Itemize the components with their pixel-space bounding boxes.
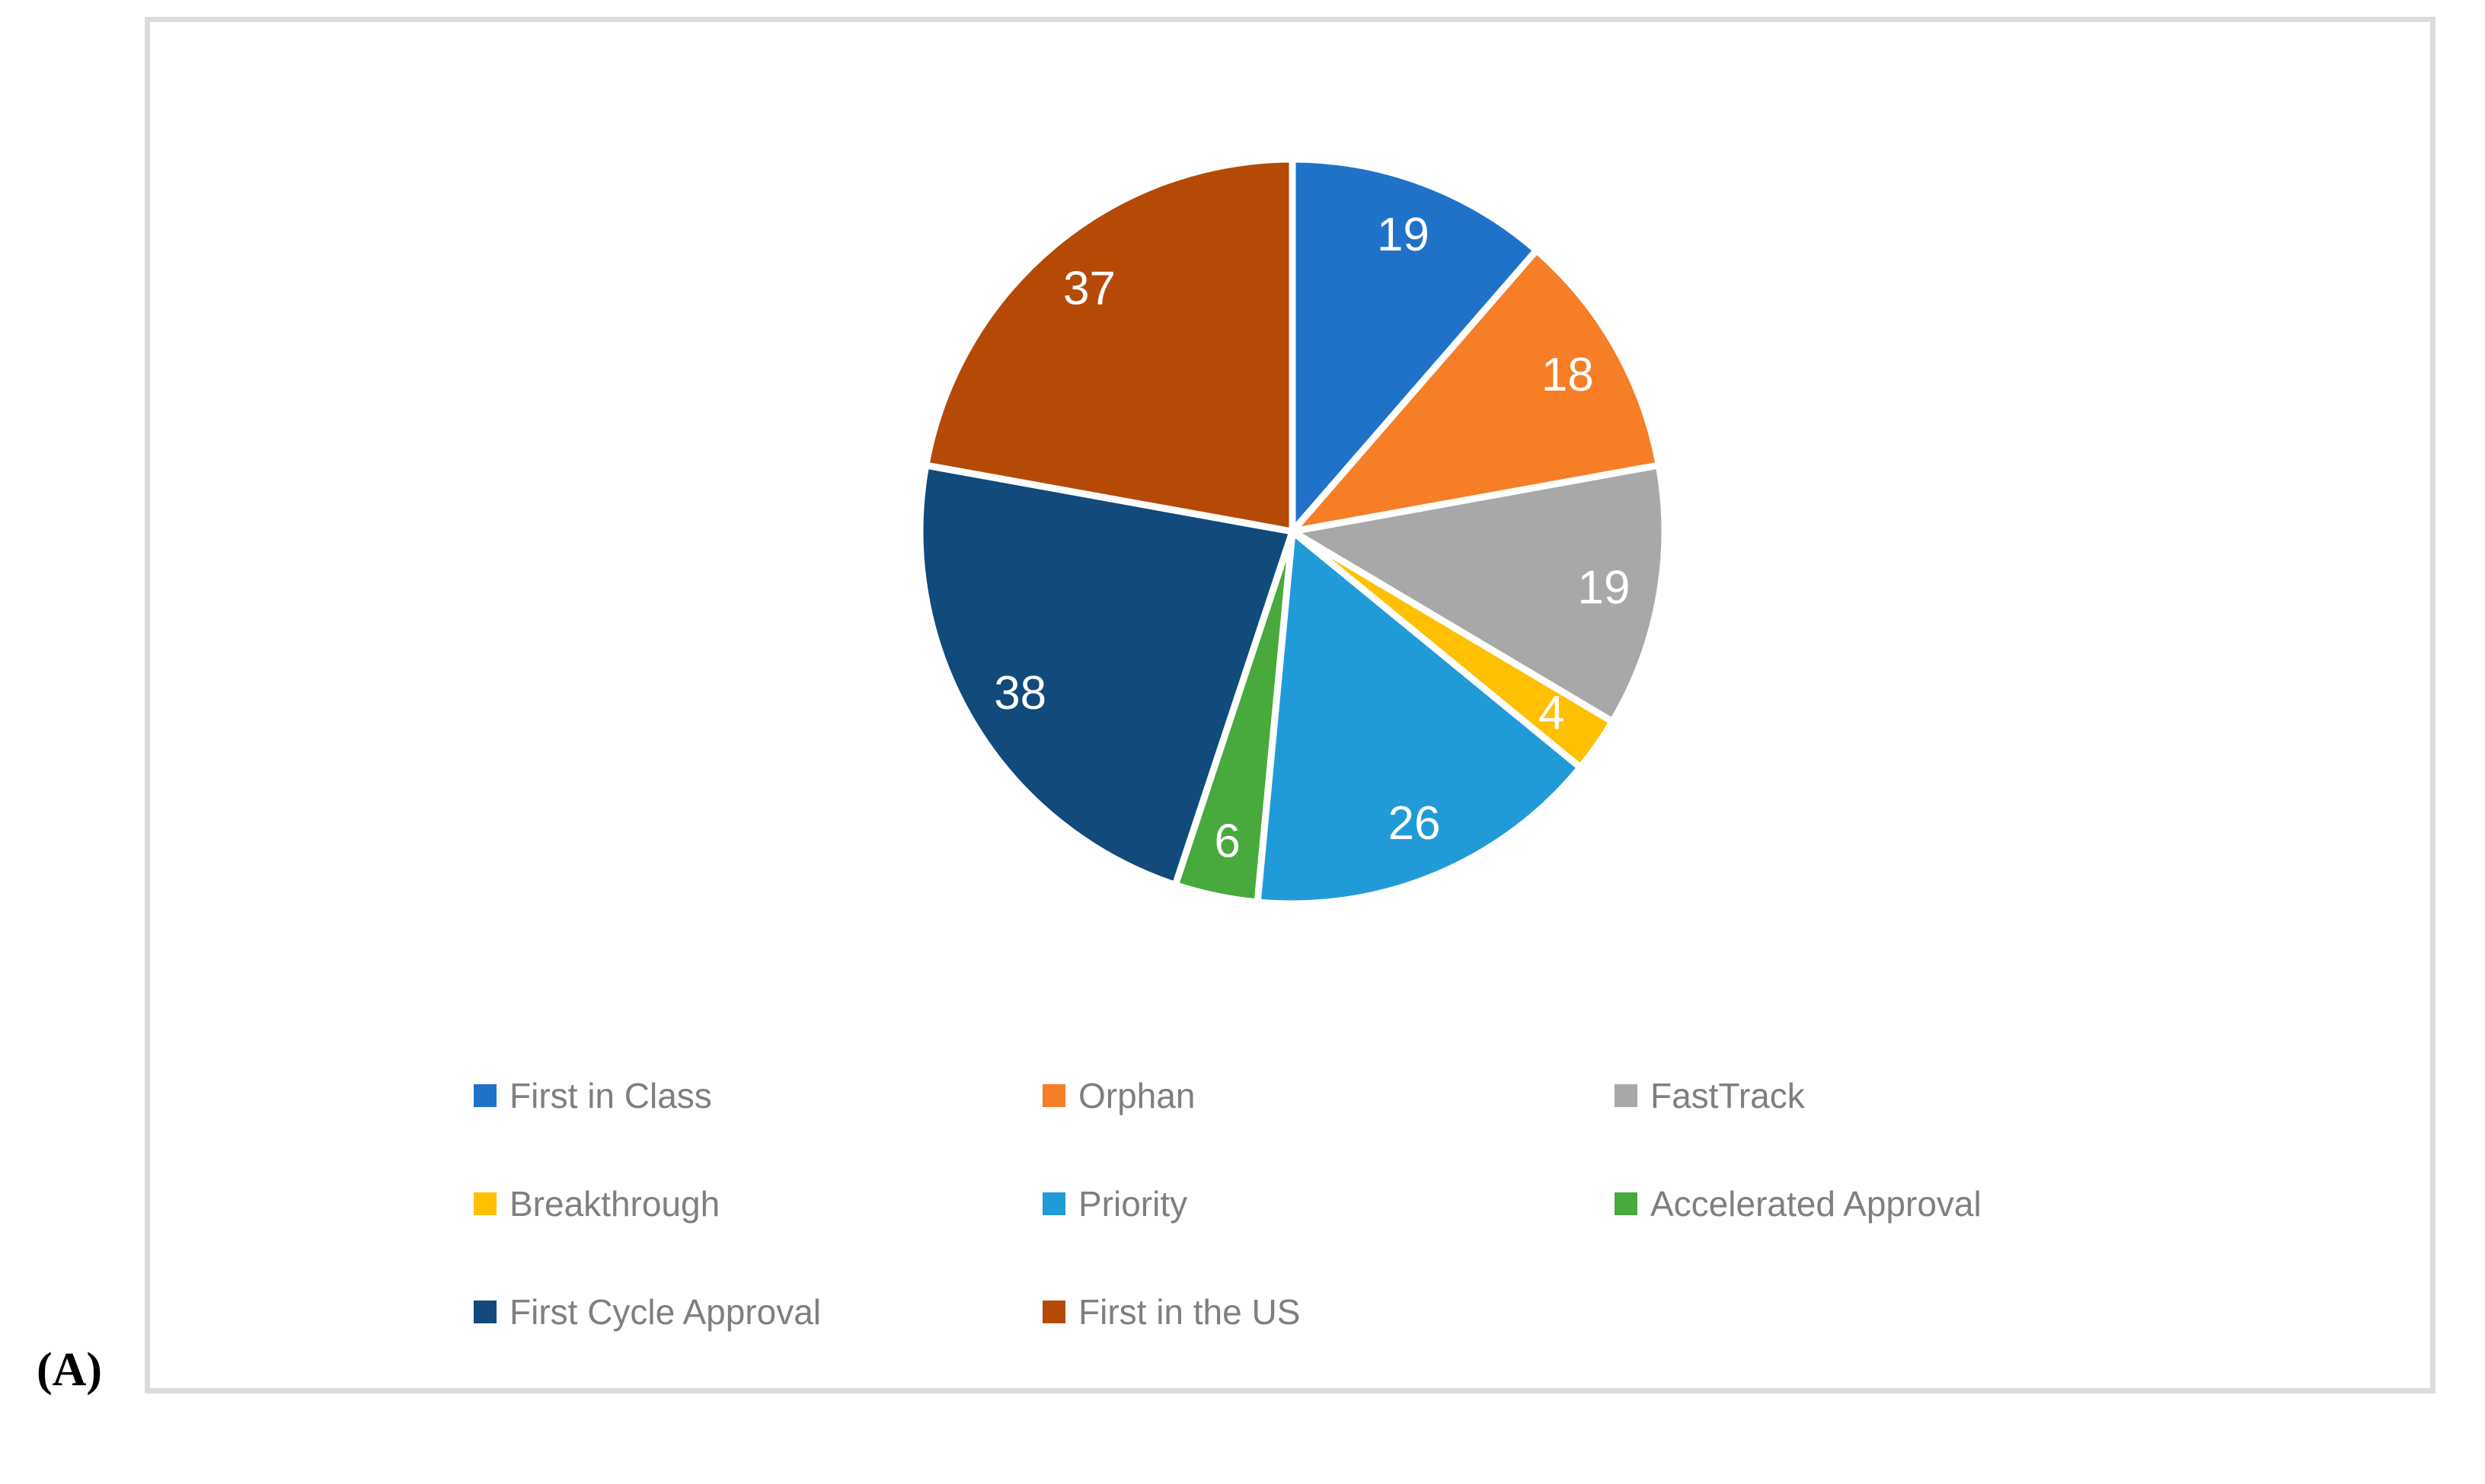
legend-swatch-icon [1043,1192,1065,1215]
legend-label: Breakthrough [509,1184,720,1224]
legend-label: Priority [1078,1184,1188,1224]
pie-chart: 19 18 19 4 26 6 38 37 [917,156,1668,907]
legend-label: First in Class [509,1076,712,1115]
legend-item-breakthrough: Breakthrough [474,1186,1043,1221]
chart-container: 19 18 19 4 26 6 38 37 First in Class Orphan FastT… [145,17,2435,1393]
pie-slice-fasttrack [1289,461,1668,726]
legend-swatch-icon [474,1300,497,1323]
slice-value-label-priority: 26 [1388,797,1441,850]
slice-value-label-first-cycle-approval: 38 [994,667,1046,720]
legend-label: Orphan [1078,1076,1196,1115]
pie-slice-first-in-the-us [922,156,1296,535]
figure-label: (A) [37,1344,103,1396]
pie-slice-orphan [1289,247,1663,535]
slice-value-label-first-in-class: 19 [1377,209,1429,261]
legend-item-first-in-class: First in Class [474,1078,1043,1113]
legend-label: FastTrack [1650,1076,1805,1115]
slice-value-label-first-in-the-us: 37 [1063,263,1116,315]
legend-item-first-in-the-us: First in the US [1043,1294,1615,1329]
legend-label: First in the US [1078,1292,1301,1332]
slice-value-label-breakthrough: 4 [1538,687,1564,739]
legend-item-first-cycle-approval: First Cycle Approval [474,1294,1043,1329]
legend-swatch-icon [474,1192,497,1215]
legend-swatch-icon [1043,1300,1065,1323]
pie-slice-priority [1254,528,1584,907]
legend-label: First Cycle Approval [509,1292,822,1332]
legend-label: Accelerated Approval [1650,1184,1982,1224]
pie-slice-first-cycle-approval [917,461,1296,889]
legend-swatch-icon [1043,1084,1065,1107]
legend-swatch-icon [474,1084,497,1107]
slice-value-label-accelerated-approval: 6 [1214,815,1240,867]
slice-value-label-orphan: 18 [1541,349,1594,401]
legend-item-fasttrack: FastTrack [1615,1078,1982,1113]
legend-swatch-icon [1615,1192,1637,1215]
legend-item-accelerated-approval: Accelerated Approval [1615,1186,1982,1221]
legend-item-priority: Priority [1043,1186,1615,1221]
legend-swatch-icon [1615,1084,1637,1107]
pie-slice-first-in-class [1289,156,1541,535]
slice-value-label-fasttrack: 19 [1578,561,1631,614]
legend-item-orphan: Orphan [1043,1078,1615,1113]
chart-legend: First in Class Orphan FastTrack Breakthroug… [474,1042,1982,1366]
